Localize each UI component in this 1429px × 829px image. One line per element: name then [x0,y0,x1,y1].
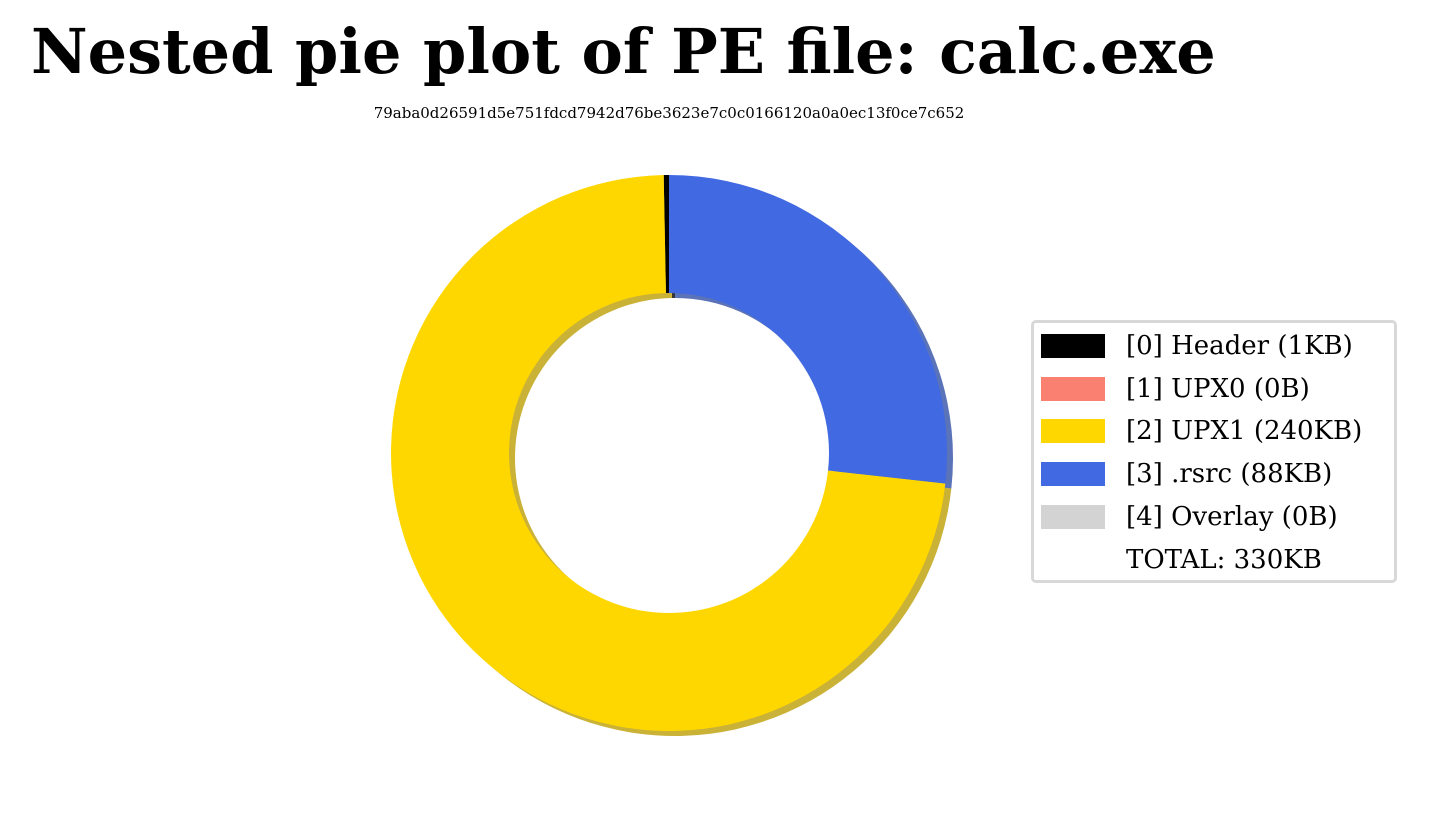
legend-item-overlay: [4] Overlay (0B) [1041,502,1338,532]
slice-0-header-1kb [663,175,669,294]
legend-item-header: [0] Header (1KB) [1041,331,1353,361]
slice-3-rsrc-88kb [669,175,948,484]
legend-total-label: TOTAL: 330KB [1126,545,1322,575]
legend-label: [0] Header (1KB) [1126,331,1353,361]
legend-item-upx1: [2] UPX1 (240KB) [1041,416,1363,446]
legend-swatch [1041,377,1105,401]
legend-swatch [1041,462,1105,486]
legend-item-total: TOTAL: 330KB [1041,545,1322,575]
legend-swatch [1041,419,1105,443]
legend-item-rsrc: [3] .rsrc (88KB) [1041,459,1333,489]
legend-label: [1] UPX0 (0B) [1126,374,1310,404]
legend-swatch [1041,334,1105,358]
legend-label: [3] .rsrc (88KB) [1126,459,1333,489]
donut-slices [391,175,948,731]
legend-label: [2] UPX1 (240KB) [1126,416,1363,446]
legend-label: [4] Overlay (0B) [1126,502,1338,532]
legend-item-upx0: [1] UPX0 (0B) [1041,374,1310,404]
chart-title: Nested pie plot of PE file: calc.exe [31,15,1216,88]
legend-swatch [1041,505,1105,529]
slice-2-upx1-240kb [391,175,946,731]
legend: [0] Header (1KB) [1] UPX0 (0B) [2] UPX1 … [1031,320,1397,583]
legend-swatch-empty [1041,548,1105,572]
chart-subtitle: 79aba0d26591d5e751fdcd7942d76be3623e7c0c… [373,104,965,122]
